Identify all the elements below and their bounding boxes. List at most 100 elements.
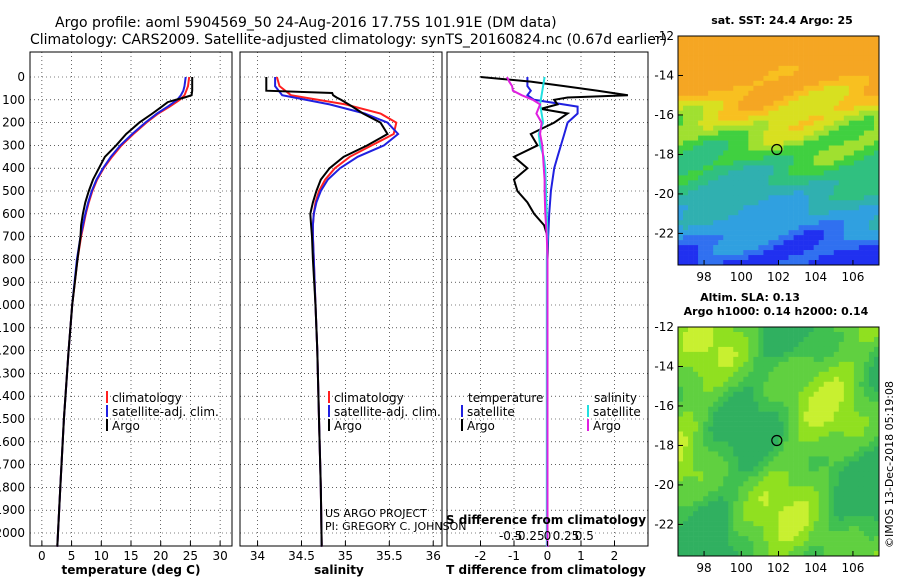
map-cell [788, 541, 794, 547]
map-cell [713, 215, 719, 221]
map-cell [798, 80, 804, 87]
map-cell [823, 491, 830, 497]
map-cell [853, 225, 860, 231]
map-cell [733, 120, 739, 126]
map-cell [793, 200, 799, 206]
map-cell [733, 125, 739, 131]
map-cell [813, 546, 819, 552]
map-cell [743, 351, 749, 358]
map-cell [688, 516, 694, 522]
map-cell [798, 205, 804, 211]
map-cell [823, 115, 830, 121]
map-cell [683, 60, 689, 67]
map-cell [723, 371, 729, 378]
map-cell [763, 140, 769, 146]
map-cell [738, 210, 744, 216]
map-cell [823, 551, 830, 557]
map-cell [803, 75, 809, 82]
map-cell [763, 260, 769, 266]
map-cell [688, 346, 694, 353]
map-cell [703, 491, 709, 497]
map-cell [793, 165, 799, 171]
map-cell [798, 466, 804, 472]
map-cell [803, 471, 809, 477]
map-cell [768, 331, 774, 338]
map-cell [713, 100, 719, 106]
map-cell [783, 210, 789, 216]
map-cell [808, 195, 814, 201]
map-cell [698, 451, 704, 457]
map-cell [783, 170, 789, 176]
map-cell [798, 230, 804, 236]
map-cell [788, 90, 794, 97]
map-cell [838, 115, 845, 121]
map-cell [838, 466, 845, 472]
map-cell [713, 50, 719, 57]
map-cell [778, 55, 784, 62]
map-cell [738, 170, 744, 176]
map-cell [808, 516, 814, 522]
map-cell [808, 100, 814, 106]
map-cell [733, 416, 739, 422]
map-cell [853, 341, 860, 348]
map-cell [698, 115, 704, 121]
map-cell [683, 546, 689, 552]
map-cell [783, 461, 789, 467]
map-cell [873, 441, 880, 447]
map-cell [793, 356, 799, 363]
map-cell [718, 386, 724, 393]
map-cell [778, 416, 784, 422]
map-cell [773, 120, 779, 126]
map-cell [828, 180, 835, 186]
map-cell [738, 155, 744, 161]
map-cell [773, 200, 779, 206]
map-cell [848, 60, 855, 67]
map-cell [698, 456, 704, 462]
depth-tick-label: 1800 [0, 480, 25, 494]
map-cell [803, 531, 809, 537]
map-cell [738, 230, 744, 236]
map-cell [728, 170, 734, 176]
map-cell [858, 511, 865, 517]
map-cell [778, 491, 784, 497]
map-cell [828, 476, 835, 482]
map-cell [758, 531, 764, 537]
map-cell [833, 210, 840, 216]
map-cell [798, 511, 804, 517]
map-cell [813, 95, 819, 102]
map-cell [783, 327, 789, 333]
map-cell [718, 471, 724, 477]
map-cell [813, 125, 819, 131]
map-cell [798, 180, 804, 186]
map-cell [858, 135, 865, 141]
map-cell [868, 245, 875, 251]
map-cell [838, 155, 845, 161]
map-cell [788, 426, 794, 432]
map-cell [838, 396, 845, 402]
map-cell [698, 230, 704, 236]
map-cell [778, 165, 784, 171]
map-cell [853, 406, 860, 412]
map-cell [688, 155, 694, 161]
map-cell [823, 531, 830, 537]
map-cell [733, 200, 739, 206]
map-cell [733, 441, 739, 447]
map-cell [688, 536, 694, 542]
map-cell [823, 180, 830, 186]
map-cell [738, 536, 744, 542]
map-cell [768, 351, 774, 358]
map-cell [783, 150, 789, 156]
map-cell [693, 501, 699, 507]
map-cell [728, 396, 734, 402]
map-cell [748, 200, 754, 206]
map-cell [853, 255, 860, 261]
map-cell [823, 351, 830, 358]
depth-tick-label: 1500 [0, 412, 25, 426]
map-cell [873, 80, 880, 87]
map-cell [853, 481, 860, 487]
map-cell [748, 501, 754, 507]
map-cell [853, 371, 860, 378]
map-cell [833, 75, 840, 82]
map-cell [828, 185, 835, 191]
map-cell [698, 461, 704, 467]
